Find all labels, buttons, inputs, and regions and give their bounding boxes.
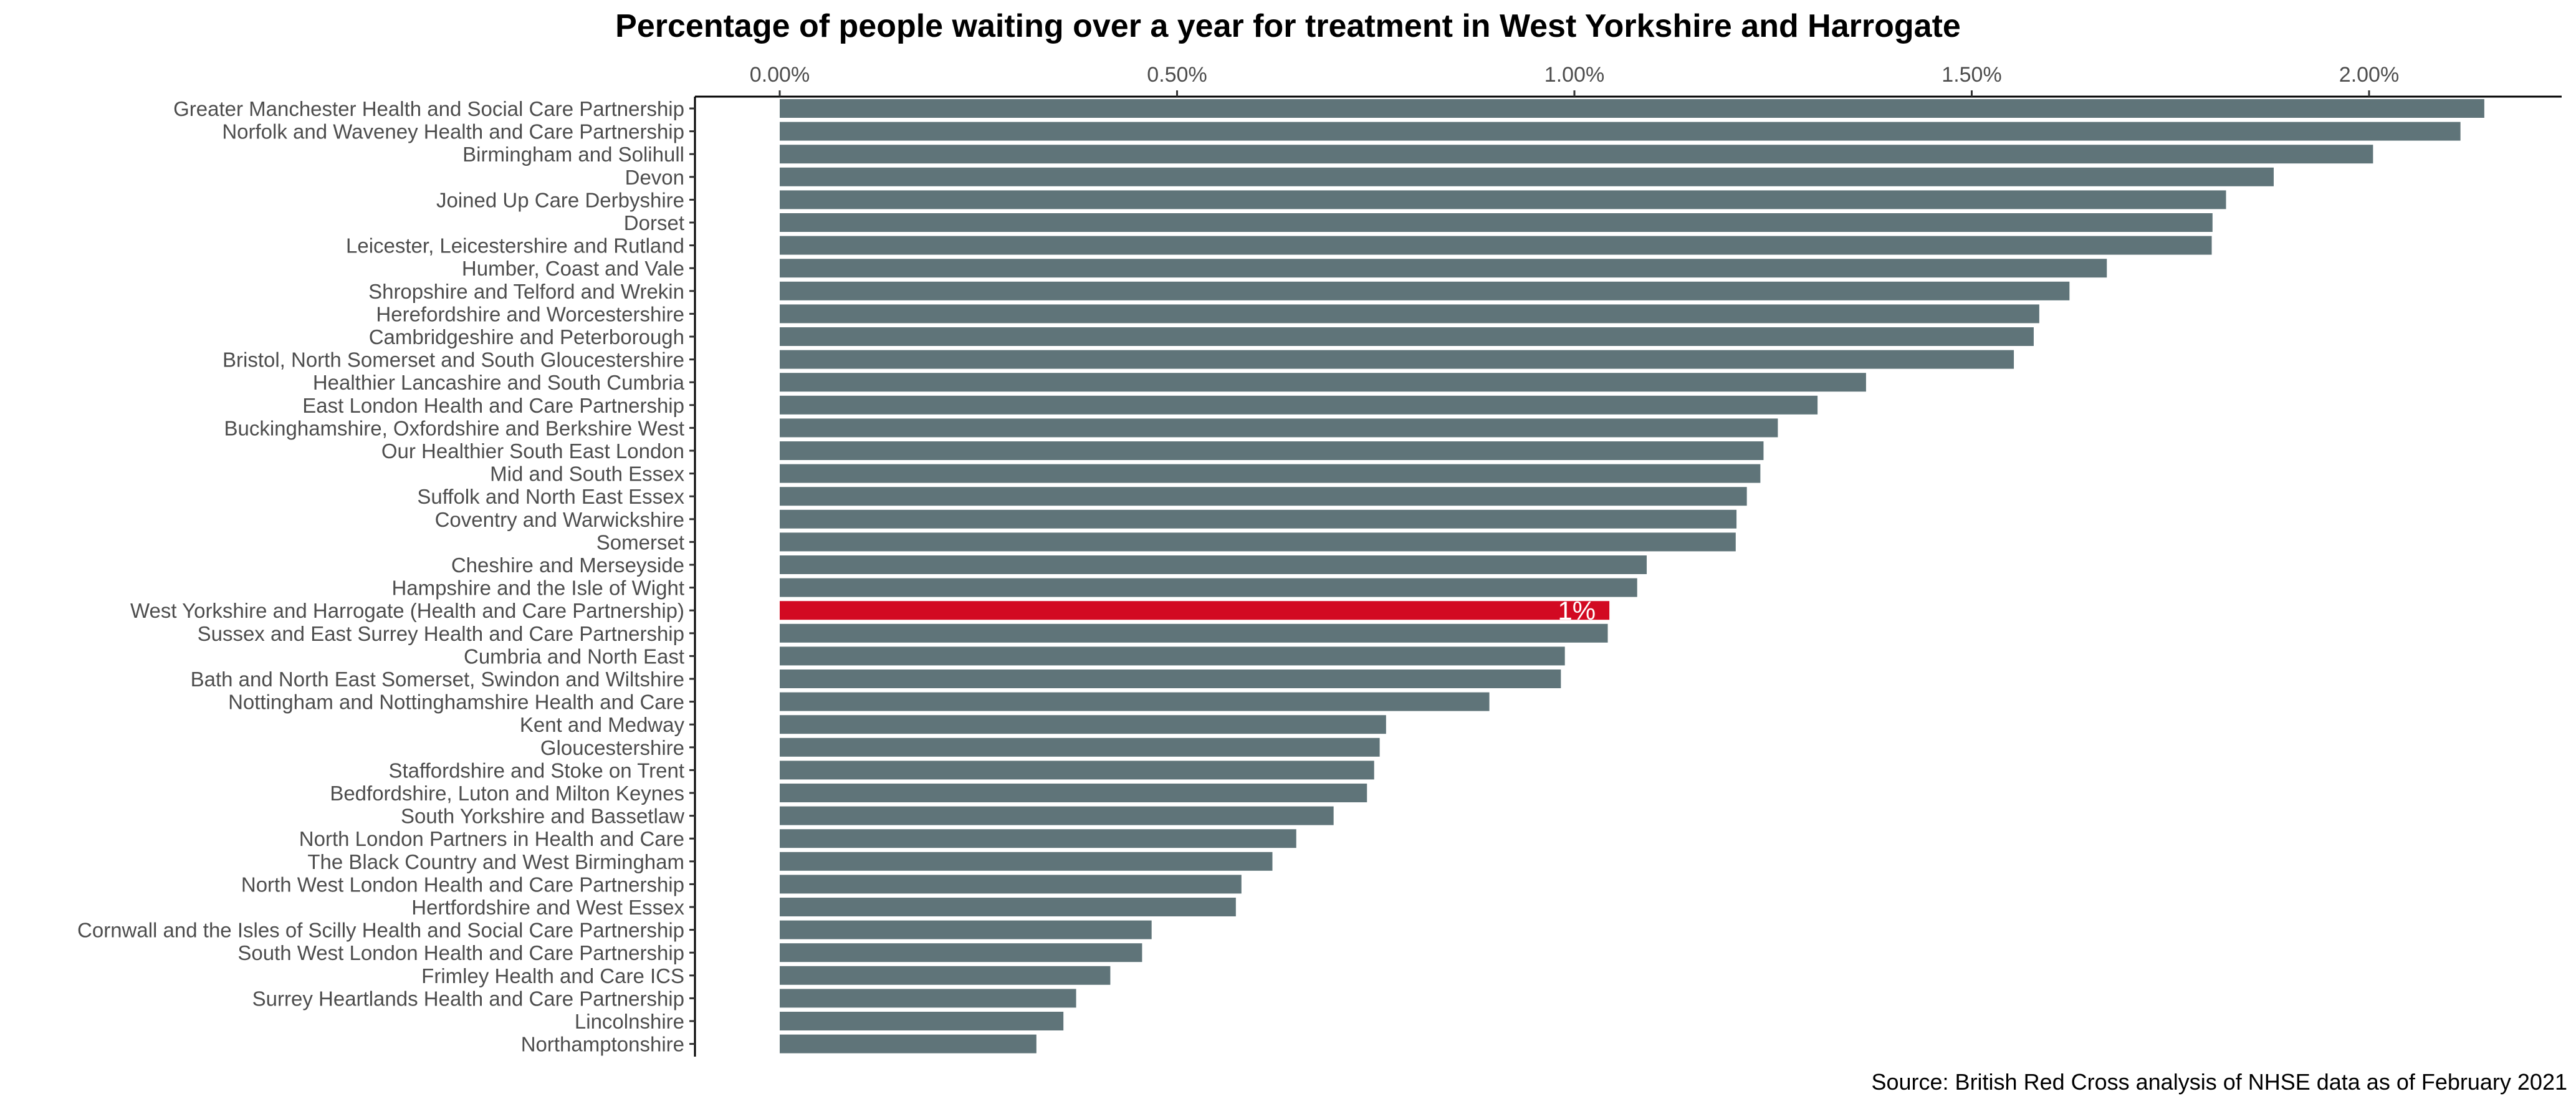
bar (780, 281, 2070, 300)
x-tick-label: 0.00% (750, 63, 810, 87)
category-label: Northamptonshire (521, 1033, 684, 1056)
chart-bars: 1% (780, 99, 2484, 1054)
category-label: South Yorkshire and Bassetlaw (401, 805, 684, 828)
bar (780, 852, 1273, 871)
x-tick-label: 1.50% (1942, 63, 2001, 87)
bar (780, 898, 1236, 916)
chart-axes (694, 95, 2562, 1057)
category-label: Mid and South Essex (490, 463, 684, 486)
bar (780, 395, 1818, 415)
bar (780, 692, 1490, 711)
bar (780, 167, 2274, 186)
bar (780, 1034, 1037, 1054)
bar (780, 99, 2484, 118)
category-label: Herefordshire and Worcestershire (376, 302, 684, 325)
category-label: Nottingham and Nottinghamshire Health an… (228, 691, 684, 714)
category-label: Leicester, Leicestershire and Rutland (346, 234, 684, 257)
bar (780, 966, 1111, 985)
category-label: North West London Health and Care Partne… (241, 873, 684, 896)
bar (780, 806, 1334, 825)
bar (780, 829, 1296, 848)
x-axis-ticks: 0.00% 0.50% 1.00% 1.50% 2.00% (750, 63, 2399, 97)
category-label: Frimley Health and Care ICS (421, 964, 684, 987)
category-label: Humber, Coast and Vale (462, 257, 684, 280)
bar (780, 373, 1866, 392)
category-label: Cheshire and Merseyside (451, 554, 684, 577)
category-label: Norfolk and Waveney Health and Care Part… (222, 120, 684, 143)
category-label: East London Health and Care Partnership (302, 394, 684, 417)
bar (780, 190, 2226, 209)
category-label: Staffordshire and Stoke on Trent (388, 759, 684, 782)
category-label: Joined Up Care Derbyshire (436, 188, 684, 211)
category-label: Shropshire and Telford and Wrekin (368, 280, 684, 303)
bar (780, 578, 1637, 597)
bar (780, 532, 1736, 552)
category-label: The Black Country and West Birmingham (307, 850, 684, 873)
chart-source: Source: British Red Cross analysis of NH… (1871, 1069, 2567, 1095)
bar (780, 670, 1561, 688)
chart-title: Percentage of people waiting over a year… (615, 8, 1961, 44)
category-label: Cambridgeshire and Peterborough (369, 325, 684, 348)
category-label: Bath and North East Somerset, Swindon an… (191, 668, 684, 691)
category-label: West Yorkshire and Harrogate (Health and… (130, 599, 684, 622)
category-label: Cornwall and the Isles of Scilly Health … (77, 919, 684, 942)
bar (780, 145, 2373, 164)
bar (780, 875, 1242, 894)
category-label: Lincolnshire (575, 1010, 684, 1033)
category-label: Sussex and East Surrey Health and Care P… (198, 622, 684, 645)
bar (780, 350, 2014, 369)
bar-highlighted (780, 601, 1610, 620)
category-label: Birmingham and Solihull (462, 143, 684, 166)
bar (780, 737, 1380, 757)
category-label: South West London Health and Care Partne… (237, 941, 684, 964)
bar (780, 304, 2039, 324)
category-label: Surrey Heartlands Health and Care Partne… (252, 987, 684, 1010)
bar (780, 761, 1374, 780)
category-labels: Greater Manchester Health and Social Car… (77, 97, 695, 1056)
category-label: Bedfordshire, Luton and Milton Keynes (330, 782, 684, 805)
bar (780, 509, 1737, 529)
bar (780, 920, 1152, 939)
category-label: Somerset (596, 530, 684, 554)
category-label: Buckinghamshire, Oxfordshire and Berkshi… (224, 416, 684, 439)
bar (780, 623, 1608, 643)
category-label: North London Partners in Health and Care (299, 827, 684, 850)
category-label: Healthier Lancashire and South Cumbria (313, 371, 685, 394)
x-tick-label: 1.00% (1544, 63, 1604, 87)
category-label: Dorset (624, 211, 684, 234)
category-label: Kent and Medway (520, 713, 685, 736)
category-label: Hertfordshire and West Essex (411, 896, 684, 919)
bar (780, 327, 2034, 346)
highlight-data-label: 1% (1558, 596, 1596, 625)
category-label: Our Healthier South East London (381, 439, 684, 463)
bar (780, 464, 1761, 483)
bar (780, 213, 2213, 232)
category-label: Bristol, North Somerset and South Glouce… (223, 348, 684, 372)
category-label: Cumbria and North East (464, 645, 684, 668)
bar (780, 122, 2461, 141)
category-label: Gloucestershire (540, 736, 684, 759)
bar (780, 989, 1076, 1008)
bar (780, 1012, 1064, 1030)
bar (780, 441, 1764, 460)
bar (780, 555, 1647, 574)
category-label: Coventry and Warwickshire (435, 508, 684, 531)
bar (780, 784, 1367, 802)
bar (780, 487, 1747, 506)
bar (780, 943, 1142, 962)
x-tick-label: 0.50% (1147, 63, 1207, 87)
category-label: Suffolk and North East Essex (417, 485, 684, 508)
bar (780, 236, 2212, 255)
category-label: Greater Manchester Health and Social Car… (173, 97, 684, 120)
bar (780, 715, 1386, 734)
bar (780, 418, 1778, 438)
bar (780, 259, 2107, 278)
bar (780, 646, 1565, 666)
category-label: Devon (625, 166, 684, 189)
category-label: Hampshire and the Isle of Wight (391, 577, 684, 600)
x-tick-label: 2.00% (2339, 63, 2399, 87)
